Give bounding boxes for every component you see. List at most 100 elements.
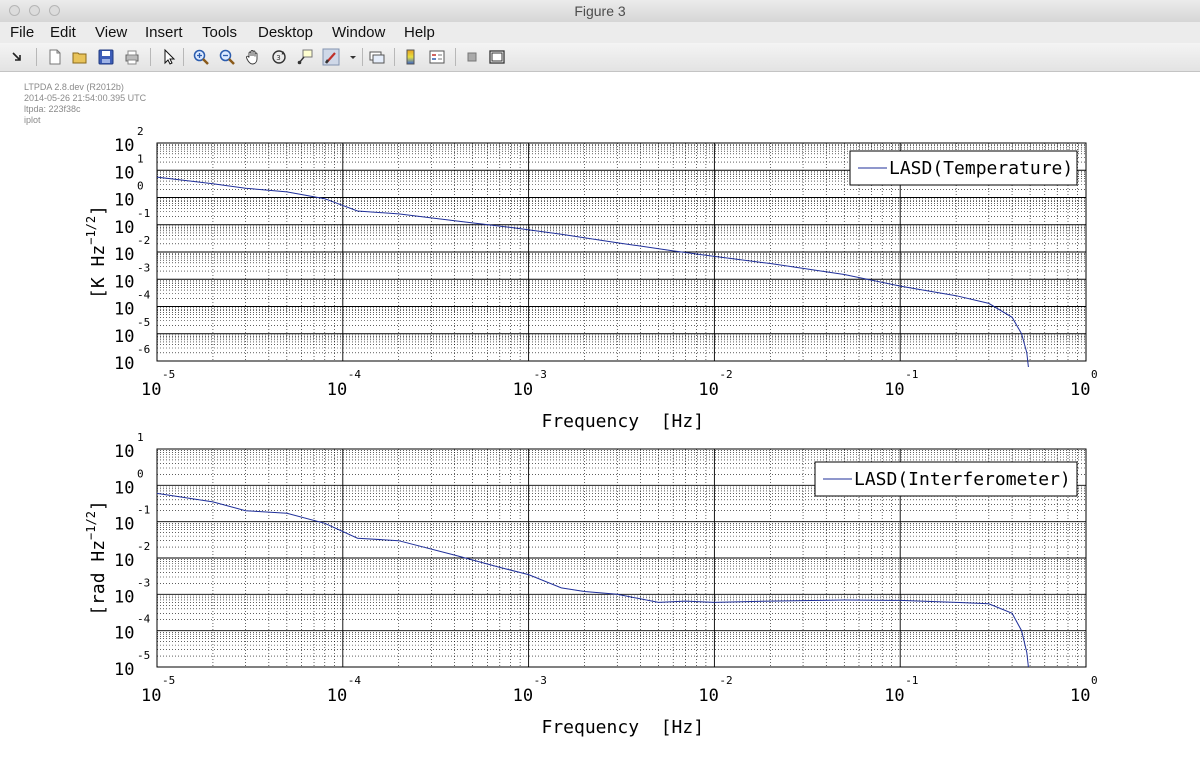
x-tick-exponent: -2: [719, 674, 732, 687]
y-tick-exponent: -3: [137, 261, 150, 274]
y-tick-label: 10: [114, 660, 134, 680]
rotate-3d-icon[interactable]: 3: [270, 48, 288, 66]
x-tick-exponent: -1: [905, 674, 918, 687]
axes-box: [156, 142, 1087, 362]
y-axis-label-exponent: −1/2: [84, 511, 98, 540]
y-axis-label-end: ]: [88, 500, 109, 511]
x-axis-label: Frequency [Hz]: [542, 717, 705, 738]
y-tick-label: 10: [114, 442, 134, 462]
x-tick-label: 10: [1070, 686, 1090, 706]
y-tick-exponent: -5: [137, 649, 150, 662]
pointer-icon[interactable]: [160, 48, 178, 66]
y-tick-exponent: -6: [137, 343, 150, 356]
x-tick-exponent: -2: [719, 368, 732, 381]
x-tick-exponent: -5: [162, 674, 175, 687]
svg-text:3: 3: [276, 54, 280, 62]
y-tick-label: 10: [114, 272, 134, 292]
info-line-ltpda-hash: ltpda: 223f38c: [24, 104, 81, 114]
window-title: Figure 3: [574, 3, 626, 19]
x-tick-label: 10: [1070, 380, 1090, 400]
x-tick-label: 10: [513, 686, 533, 706]
y-tick-label: 10: [114, 163, 134, 183]
new-figure-icon[interactable]: [46, 48, 64, 66]
x-tick-label: 10: [141, 686, 161, 706]
y-axis-label-end: ]: [88, 205, 109, 216]
x-tick-label: 10: [698, 380, 718, 400]
legend[interactable]: LASD(Interferometer): [814, 461, 1078, 497]
zoom-out-icon[interactable]: [218, 48, 236, 66]
x-tick-exponent: -3: [534, 368, 547, 381]
x-tick-exponent: -4: [348, 368, 362, 381]
save-icon[interactable]: [97, 48, 115, 66]
legend-box: [849, 150, 1078, 186]
menu-edit[interactable]: Edit: [50, 24, 76, 41]
arrow-dock-icon[interactable]: [8, 48, 26, 66]
open-file-icon[interactable]: [71, 48, 89, 66]
menu-tools[interactable]: Tools: [202, 24, 238, 41]
figure-toolbar: 3: [0, 43, 1200, 72]
link-plot-icon[interactable]: [368, 48, 386, 66]
y-tick-label: 10: [114, 327, 134, 347]
brush-dropdown-icon[interactable]: [344, 48, 356, 66]
series-line: [156, 176, 1029, 368]
close-window-icon[interactable]: [9, 5, 20, 16]
x-tick-exponent: -5: [162, 368, 175, 381]
y-tick-exponent: 0: [137, 180, 144, 193]
minimize-window-icon[interactable]: [29, 5, 40, 16]
menu-insert[interactable]: Insert: [145, 24, 183, 41]
x-tick-exponent: -4: [348, 674, 362, 687]
y-tick-label: 10: [114, 354, 134, 374]
bottom-axes-interferometer: 10-510-410-310-210-110010110010-110-210-…: [84, 431, 1098, 738]
y-tick-exponent: -1: [137, 207, 150, 220]
y-axis-label-main: [K Hz: [88, 245, 109, 299]
info-line-timestamp: 2014-05-26 21:54:00.395 UTC: [24, 93, 147, 103]
colorbar-icon[interactable]: [402, 48, 420, 66]
show-plot-tools-icon[interactable]: [488, 48, 506, 66]
y-tick-exponent: 2: [137, 125, 144, 138]
legend-icon[interactable]: [428, 48, 446, 66]
y-axis-label: [rad Hz−1/2]: [84, 500, 109, 616]
brush-icon[interactable]: [322, 48, 340, 66]
y-tick-exponent: -2: [137, 234, 150, 247]
y-tick-label: 10: [114, 300, 134, 320]
y-axis-label-main: [rad Hz: [88, 540, 109, 616]
legend-label: LASD(Interferometer): [854, 469, 1071, 490]
y-tick-label: 10: [114, 191, 134, 211]
y-tick-exponent: -5: [137, 316, 150, 329]
legend-label: LASD(Temperature): [889, 158, 1073, 179]
pan-hand-icon[interactable]: [244, 48, 262, 66]
x-tick-exponent: 0: [1091, 674, 1098, 687]
menu-help[interactable]: Help: [404, 24, 435, 41]
y-tick-exponent: -4: [137, 289, 151, 302]
menu-view[interactable]: View: [95, 24, 128, 41]
top-axes-temperature: 10-510-410-310-210-110010210110010-110-2…: [84, 125, 1098, 432]
x-axis-label: Frequency [Hz]: [542, 411, 705, 432]
x-tick-exponent: 0: [1091, 368, 1098, 381]
x-tick-label: 10: [141, 380, 161, 400]
y-tick-label: 10: [114, 218, 134, 238]
y-tick-exponent: 1: [137, 152, 144, 165]
info-line-function: iplot: [24, 115, 41, 125]
y-tick-label: 10: [114, 587, 134, 607]
zoom-in-icon[interactable]: [192, 48, 210, 66]
legend[interactable]: LASD(Temperature): [849, 150, 1078, 186]
legend-box: [814, 461, 1078, 497]
figure-canvas: 10-510-410-310-210-110010210110010-110-2…: [84, 125, 1098, 738]
info-line-version: LTPDA 2.8.dev (R2012b): [24, 82, 124, 92]
y-tick-label: 10: [114, 245, 134, 265]
hide-plot-tools-icon[interactable]: [463, 48, 481, 66]
menu-desktop[interactable]: Desktop: [258, 24, 314, 41]
y-axis-label: [K Hz−1/2]: [84, 205, 109, 299]
print-icon[interactable]: [123, 48, 141, 66]
menu-file[interactable]: File: [10, 24, 35, 41]
y-tick-label: 10: [114, 515, 134, 535]
title-bar: Figure 3: [0, 0, 1200, 23]
y-tick-exponent: -2: [137, 540, 150, 553]
zoom-window-icon[interactable]: [49, 5, 60, 16]
y-tick-label: 10: [114, 136, 134, 156]
y-tick-exponent: 0: [137, 467, 144, 480]
data-cursor-icon[interactable]: [296, 48, 314, 66]
menu-window[interactable]: Window: [332, 24, 386, 41]
x-tick-label: 10: [513, 380, 533, 400]
x-tick-label: 10: [698, 686, 718, 706]
